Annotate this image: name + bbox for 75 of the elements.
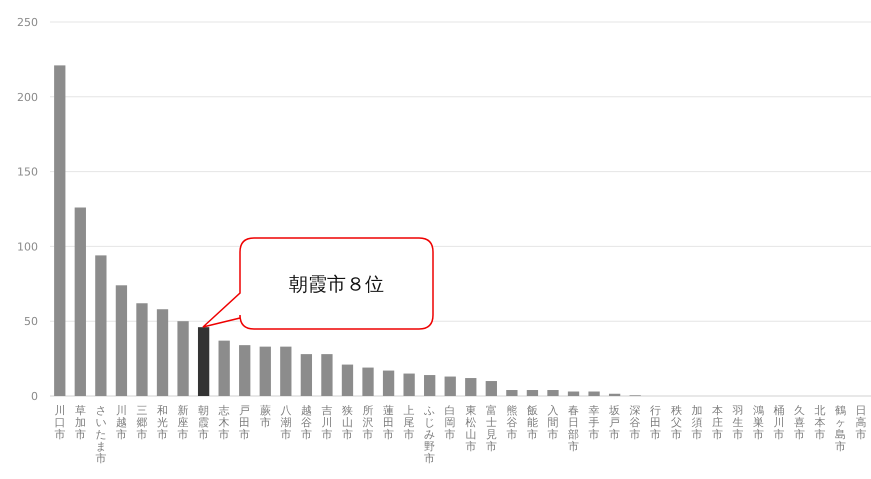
x-tick-label: 戸田市 — [239, 404, 250, 441]
x-tick-label: 桶川市 — [774, 404, 785, 441]
bar — [260, 346, 271, 396]
x-tick-label: 上尾市 — [404, 404, 415, 441]
y-tick-label: 0 — [31, 390, 38, 403]
x-tick-label: 鶴ヶ島市 — [835, 404, 846, 453]
x-tick-label: 越谷市 — [300, 404, 312, 441]
x-tick-label: 川口市 — [54, 404, 66, 441]
bar — [342, 364, 354, 396]
bar — [588, 392, 600, 396]
x-tick-label: 幸手市 — [588, 404, 600, 441]
x-tick-label: 行田市 — [650, 404, 662, 441]
x-tick-label: 白岡市 — [444, 404, 456, 441]
bar — [506, 390, 518, 396]
x-tick-label: 吉川市 — [321, 404, 332, 441]
x-tick-label: 東松山市 — [465, 404, 476, 453]
x-tick-label: 日高市 — [856, 404, 867, 441]
x-tick-label: 鴻巣市 — [752, 404, 764, 441]
y-tick-label: 150 — [17, 166, 38, 179]
x-tick-label: 熊谷市 — [506, 404, 518, 441]
x-tick-label: 蕨市 — [260, 404, 271, 429]
x-tick-label: 羽生市 — [732, 404, 744, 441]
x-tick-label: ふじみ野市 — [423, 404, 436, 465]
bar — [547, 390, 559, 396]
x-tick-label: さいたま市 — [95, 404, 106, 465]
bar — [568, 392, 580, 396]
x-tick-label: 深谷市 — [630, 404, 641, 441]
speech-bubble: 朝霞市８位 — [202, 237, 434, 330]
x-tick-label: 春日部市 — [568, 404, 580, 453]
x-tick-label: 和光市 — [157, 404, 168, 441]
x-tick-label: 秩父市 — [670, 404, 682, 441]
y-tick-label: 100 — [17, 240, 38, 254]
x-tick-label: 富士見市 — [486, 404, 497, 453]
x-tick-label: 新座市 — [178, 404, 189, 441]
bar — [116, 285, 128, 396]
y-tick-label: 200 — [17, 90, 38, 104]
x-tick-label: 三郷市 — [136, 404, 148, 441]
x-tick-label: 久喜市 — [794, 404, 806, 441]
bar — [526, 390, 538, 396]
bar — [218, 340, 230, 396]
x-tick-label: 所沢市 — [362, 404, 374, 441]
bar — [95, 255, 107, 396]
x-tick-label: 狭山市 — [342, 404, 353, 441]
bar — [465, 378, 476, 396]
bar — [136, 303, 148, 396]
annotation: 朝霞市８位 — [289, 274, 384, 296]
x-tick-label: 飯能市 — [526, 404, 538, 441]
x-tick-label: 蓮田市 — [383, 404, 394, 441]
bar — [321, 354, 333, 396]
x-tick-label: 本庄市 — [712, 404, 723, 441]
bar — [424, 375, 436, 396]
bar — [74, 208, 86, 396]
bar — [382, 370, 394, 396]
x-tick-label: 北本市 — [814, 404, 826, 441]
x-tick-label: 加須市 — [691, 404, 702, 441]
y-tick-label: 50 — [24, 315, 38, 328]
bar — [177, 321, 189, 396]
x-tick-label: 志木市 — [218, 404, 230, 441]
bar — [362, 368, 374, 396]
bar — [300, 354, 312, 396]
x-tick-label: 坂戸市 — [608, 404, 620, 441]
bar — [280, 346, 292, 396]
bar — [156, 309, 168, 396]
bar — [198, 327, 210, 396]
x-tick-label: 草加市 — [74, 404, 86, 441]
bar — [403, 374, 415, 396]
x-tick-label: 八潮市 — [280, 404, 292, 441]
y-tick-label: 250 — [17, 16, 38, 29]
x-tick-label: 川越市 — [116, 404, 127, 441]
bar — [444, 376, 456, 396]
bar — [239, 345, 250, 396]
bar — [486, 381, 497, 396]
x-tick-label: 朝霞市 — [198, 404, 210, 441]
bar — [54, 65, 66, 396]
x-tick-label: 入間市 — [547, 404, 558, 441]
